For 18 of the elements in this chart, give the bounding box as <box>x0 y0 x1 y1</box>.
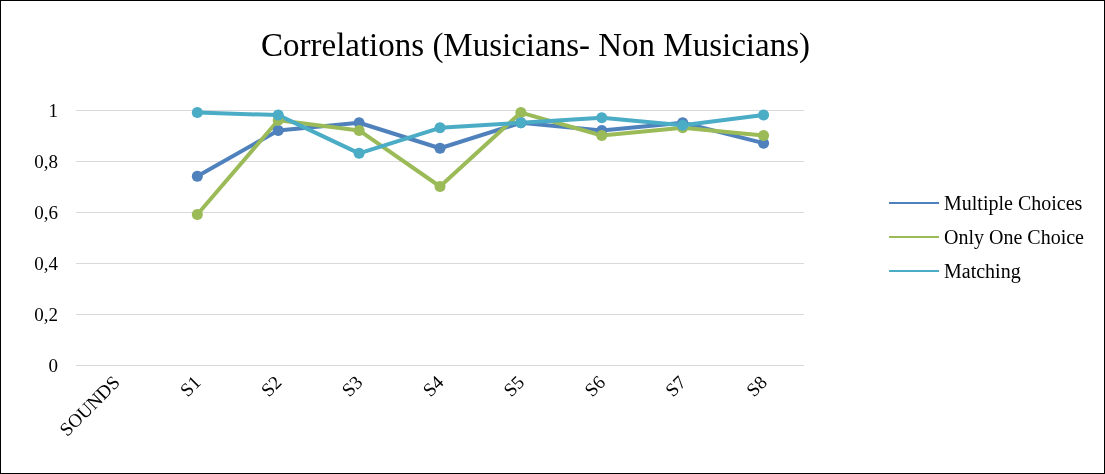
x-tick-label: S4 <box>418 371 448 401</box>
y-tick-label: 1 <box>48 99 58 121</box>
y-tick-label: 0,2 <box>34 303 58 325</box>
chart-title: Correlations (Musicians- Non Musicians) <box>261 26 810 64</box>
y-tick-label: 0,4 <box>34 252 59 274</box>
x-tick-label: S3 <box>337 371 367 401</box>
y-tick-label: 0 <box>48 354 58 376</box>
x-tick-label: S7 <box>661 371 691 401</box>
x-tick-label: S5 <box>499 371 529 401</box>
y-tick-label: 0,6 <box>34 201 58 223</box>
legend-label: Only One Choice <box>944 226 1085 249</box>
legend-label: Matching <box>944 260 1021 283</box>
y-tick-label: 0,8 <box>34 150 58 172</box>
x-tick-label: S2 <box>256 371 286 401</box>
x-tick-label: S1 <box>175 371 205 401</box>
x-tick-label: S6 <box>580 371 610 401</box>
legend-label: Multiple Choices <box>944 192 1083 215</box>
x-tick-label: S8 <box>741 371 771 401</box>
